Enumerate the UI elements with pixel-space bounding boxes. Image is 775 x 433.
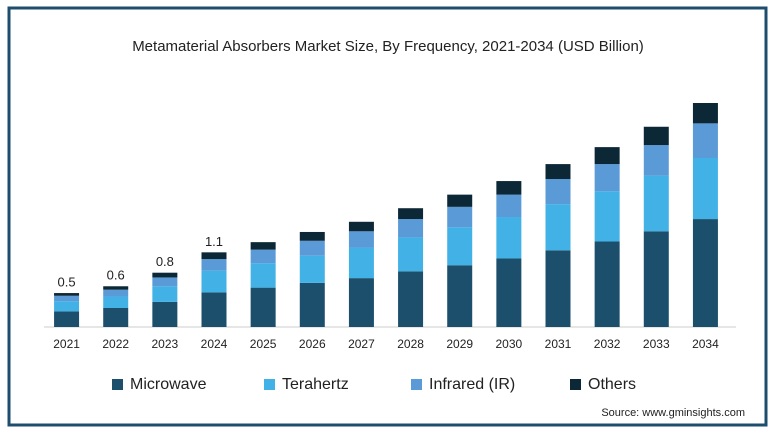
bar-segment (643, 145, 669, 176)
legend-swatch (570, 379, 581, 390)
bar-segment (299, 255, 325, 283)
bar-segment (643, 231, 669, 327)
bar-segment (545, 250, 571, 327)
x-tick-label: 2023 (152, 337, 179, 351)
bar-segment (103, 289, 129, 297)
bar-segment (447, 227, 473, 266)
bar-segment (496, 194, 522, 218)
bar-segment (692, 219, 718, 327)
total-label: 0.8 (156, 254, 174, 269)
x-tick-label: 2030 (496, 337, 523, 351)
x-tick-label: 2026 (299, 337, 326, 351)
bar-segment (201, 252, 227, 260)
bar-segment (103, 286, 129, 290)
bar-segment (594, 241, 620, 327)
bar-segment (643, 175, 669, 232)
bar-segment (201, 259, 227, 271)
bar-segment (348, 278, 374, 327)
bar-segment (398, 271, 424, 327)
x-tick-label: 2033 (643, 337, 670, 351)
bar-segment (299, 240, 325, 256)
bar-segment (250, 242, 276, 250)
legend-swatch (112, 379, 123, 390)
bar-segment (299, 282, 325, 327)
x-tick-label: 2029 (446, 337, 473, 351)
bar-segment (250, 287, 276, 327)
x-tick-label: 2025 (250, 337, 277, 351)
legend-swatch (411, 379, 422, 390)
bar-segment (398, 219, 424, 238)
bar-segment (398, 237, 424, 272)
bar-segment (348, 247, 374, 279)
x-tick-label: 2034 (692, 337, 719, 351)
bar-segment (545, 204, 571, 251)
bar-segment (398, 208, 424, 220)
bar-segment (103, 307, 129, 327)
source: Source: www.gminsights.com (601, 407, 745, 419)
total-label: 1.1 (205, 234, 223, 249)
x-tick-label: 2027 (348, 337, 375, 351)
bar-segment (103, 296, 129, 308)
bar-segment (496, 217, 522, 259)
frame (7, 6, 768, 427)
bar-segment (250, 249, 276, 264)
bar-segment (496, 181, 522, 195)
bar-segment (447, 265, 473, 327)
bar-segment (250, 263, 276, 288)
x-tick-label: 2024 (201, 337, 228, 351)
bar-segment (643, 126, 669, 146)
legend-label: Infrared (IR) (429, 376, 515, 393)
x-tick-label: 2028 (397, 337, 424, 351)
bar-segment (594, 191, 620, 242)
bar-segment (447, 194, 473, 207)
x-tick-label: 2022 (102, 337, 129, 351)
x-tick-label: 2031 (545, 337, 572, 351)
legend-label: Others (588, 376, 636, 393)
chart-title: Metamaterial Absorbers Market Size, By F… (132, 38, 644, 55)
total-label: 0.6 (107, 268, 125, 283)
total-label: 0.5 (58, 274, 76, 289)
bar-segment (152, 301, 178, 327)
x-tick-label: 2032 (594, 337, 621, 351)
bar-segment (152, 277, 178, 287)
legend-label: Microwave (130, 376, 207, 393)
bar-segment (496, 258, 522, 327)
bar-segment (299, 231, 325, 241)
bar-segment (54, 295, 80, 302)
legend-swatch (264, 379, 275, 390)
bar-segment (692, 103, 718, 124)
bar-segment (54, 301, 80, 312)
bar-segment (447, 206, 473, 228)
bar-segment (201, 270, 227, 293)
bar-segment (54, 311, 80, 327)
legend-label: Terahertz (282, 376, 349, 393)
bar-segment (152, 286, 178, 302)
bar-segment (692, 157, 718, 220)
bar-segment (594, 147, 620, 165)
x-tick-label: 2021 (53, 337, 80, 351)
bar-segment (545, 179, 571, 205)
bar-segment (348, 231, 374, 248)
bar-segment (545, 164, 571, 180)
bar-segment (692, 123, 718, 158)
bar-segment (348, 221, 374, 232)
bar-segment (54, 293, 80, 296)
bar-segment (594, 164, 620, 192)
bar-segment (152, 272, 178, 278)
bar-segment (201, 292, 227, 327)
